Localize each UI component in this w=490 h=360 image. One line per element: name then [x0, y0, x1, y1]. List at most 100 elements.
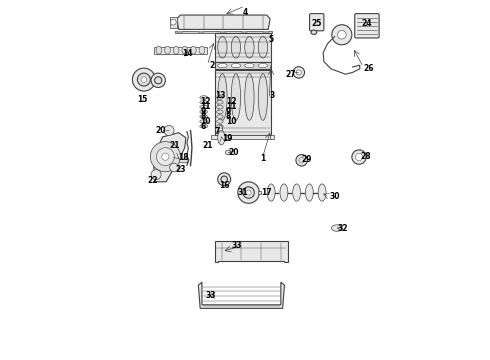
Ellipse shape	[176, 31, 183, 33]
Ellipse shape	[200, 100, 208, 104]
Ellipse shape	[293, 184, 300, 201]
Circle shape	[299, 157, 304, 163]
Ellipse shape	[200, 110, 208, 114]
Ellipse shape	[241, 31, 247, 33]
Ellipse shape	[156, 46, 162, 54]
Ellipse shape	[165, 46, 171, 54]
Ellipse shape	[245, 37, 254, 58]
Circle shape	[352, 150, 366, 164]
Text: 20: 20	[229, 148, 239, 157]
Text: 15: 15	[138, 95, 148, 104]
Text: 32: 32	[338, 224, 348, 233]
Ellipse shape	[200, 125, 208, 128]
Ellipse shape	[231, 37, 241, 58]
Text: 10: 10	[200, 117, 211, 126]
Text: 28: 28	[361, 152, 371, 161]
Text: 25: 25	[312, 19, 322, 28]
Polygon shape	[215, 241, 288, 262]
Circle shape	[296, 154, 307, 166]
Text: 18: 18	[178, 153, 189, 162]
Ellipse shape	[263, 31, 269, 33]
Ellipse shape	[217, 110, 223, 114]
Polygon shape	[153, 46, 207, 54]
Circle shape	[338, 31, 346, 39]
Ellipse shape	[318, 184, 326, 201]
Circle shape	[170, 163, 178, 172]
Ellipse shape	[217, 96, 223, 99]
Text: 20: 20	[156, 126, 166, 135]
Text: 21: 21	[202, 141, 213, 150]
Text: 4: 4	[243, 8, 247, 17]
Ellipse shape	[218, 74, 227, 120]
Circle shape	[151, 73, 166, 87]
Ellipse shape	[245, 74, 254, 120]
Text: 33: 33	[205, 291, 216, 300]
Ellipse shape	[231, 63, 241, 68]
Ellipse shape	[305, 184, 313, 201]
Text: 14: 14	[182, 49, 193, 58]
Text: 19: 19	[221, 134, 232, 143]
Circle shape	[246, 190, 251, 195]
Circle shape	[162, 153, 169, 160]
Ellipse shape	[231, 74, 241, 120]
Circle shape	[156, 148, 174, 166]
Ellipse shape	[331, 225, 342, 231]
Text: 3: 3	[270, 91, 274, 100]
Text: 12: 12	[226, 96, 237, 105]
Circle shape	[296, 70, 301, 75]
Polygon shape	[177, 15, 270, 30]
Circle shape	[137, 73, 150, 86]
Text: 17: 17	[261, 188, 272, 197]
Circle shape	[164, 126, 174, 135]
Ellipse shape	[217, 115, 223, 118]
Text: 6: 6	[200, 122, 206, 131]
Ellipse shape	[199, 46, 205, 54]
Polygon shape	[198, 282, 285, 309]
Ellipse shape	[258, 37, 268, 58]
FancyBboxPatch shape	[355, 14, 379, 38]
Polygon shape	[215, 33, 271, 62]
Text: 24: 24	[362, 19, 372, 28]
Text: 13: 13	[216, 91, 226, 100]
Text: 2: 2	[209, 61, 215, 70]
Text: 10: 10	[226, 117, 237, 126]
Circle shape	[150, 141, 180, 172]
Circle shape	[243, 187, 254, 198]
Circle shape	[332, 25, 352, 45]
Ellipse shape	[225, 150, 231, 154]
Circle shape	[293, 67, 304, 78]
Circle shape	[218, 173, 231, 186]
Ellipse shape	[218, 131, 225, 145]
Circle shape	[141, 77, 147, 82]
Ellipse shape	[218, 37, 227, 58]
Text: 31: 31	[237, 188, 248, 197]
Text: 16: 16	[219, 181, 229, 190]
Ellipse shape	[258, 63, 268, 68]
Ellipse shape	[220, 31, 226, 33]
Circle shape	[238, 182, 259, 203]
Polygon shape	[153, 133, 186, 182]
Ellipse shape	[217, 105, 223, 109]
Polygon shape	[215, 69, 271, 135]
Ellipse shape	[217, 120, 223, 123]
Text: 7: 7	[215, 127, 220, 136]
Text: 30: 30	[329, 192, 340, 201]
Circle shape	[221, 176, 227, 183]
Ellipse shape	[200, 96, 208, 99]
Text: 23: 23	[175, 165, 186, 174]
Ellipse shape	[218, 63, 227, 68]
Circle shape	[132, 68, 155, 91]
Circle shape	[171, 19, 176, 25]
Text: 29: 29	[302, 156, 312, 165]
Text: 26: 26	[364, 64, 374, 73]
Polygon shape	[211, 135, 274, 139]
Text: 12: 12	[200, 96, 211, 105]
Polygon shape	[258, 192, 261, 194]
Ellipse shape	[182, 46, 188, 54]
Ellipse shape	[173, 46, 179, 54]
Polygon shape	[179, 159, 189, 163]
Ellipse shape	[258, 74, 268, 120]
Ellipse shape	[217, 100, 223, 104]
Text: 11: 11	[226, 102, 237, 111]
Text: 5: 5	[269, 35, 273, 44]
